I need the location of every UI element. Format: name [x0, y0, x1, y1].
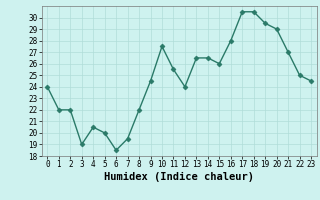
- X-axis label: Humidex (Indice chaleur): Humidex (Indice chaleur): [104, 172, 254, 182]
